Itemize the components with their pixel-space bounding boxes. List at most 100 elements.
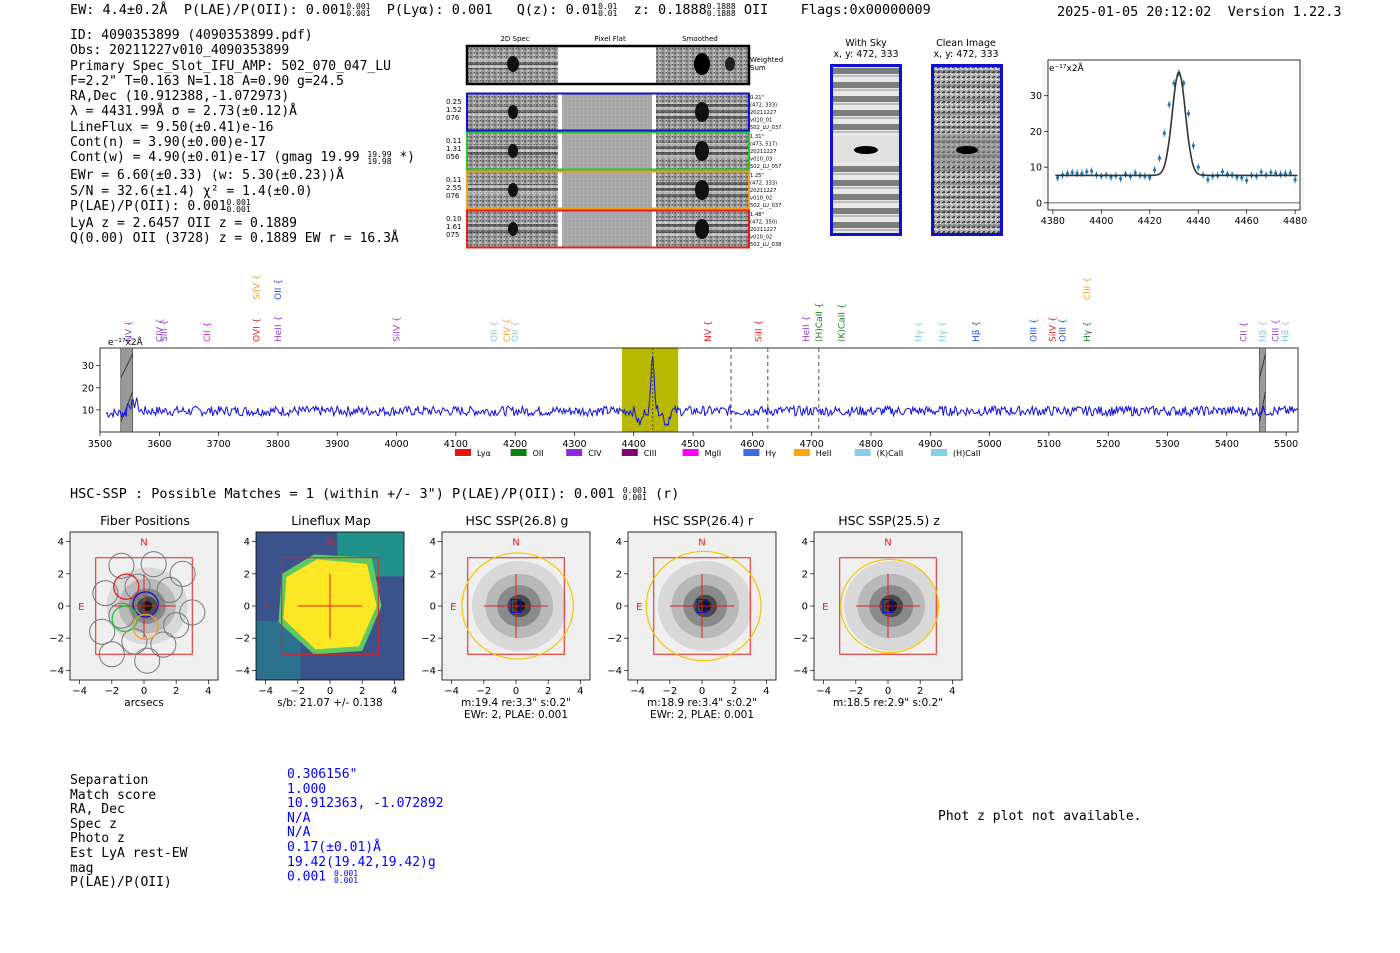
cutout-row-right-label: 0.21" (750, 95, 764, 101)
panel-ytick: −4 (421, 666, 436, 677)
header-flags: Flags:0x00000009 (800, 2, 931, 18)
north-label: N (884, 538, 891, 549)
legend-swatch (510, 449, 527, 456)
cutout-row-right-label: v010_01 (750, 118, 772, 124)
line-fit-point (1288, 171, 1292, 175)
search-box (467, 557, 565, 655)
panel-ytick: 4 (802, 537, 808, 548)
line-fit-ytick: 10 (1030, 163, 1042, 174)
legend-label: (K)CaII (877, 449, 904, 458)
line-fit-unit: e⁻¹⁷x2Å (1049, 62, 1085, 74)
fiber-circle (134, 647, 161, 674)
panel-caption: s/b: 21.07 +/- 0.138 (277, 697, 383, 709)
panel-image: N E −4 −4 −2 −2 0 0 2 2 4 4 (49, 531, 219, 697)
cutout-row-left-label: 0.11 (446, 137, 462, 145)
search-box (281, 557, 379, 655)
cutout-row-right-label: (472, 350) (750, 220, 777, 226)
line-fit-ytick: 20 (1030, 127, 1042, 138)
panel-xtick: 4 (763, 686, 769, 697)
spectral-line-label: Hγ { (914, 321, 924, 342)
line-fit-point (1085, 170, 1089, 174)
header-datetime-version: 2025-01-05 20:12:02 Version 1.22.3 (1057, 4, 1342, 20)
east-label: E (78, 602, 84, 613)
match-table-label: Separation (70, 773, 149, 788)
header-z-frac: 0.1888 0.1888 (706, 2, 736, 18)
panel-ytick: 0 (616, 602, 622, 613)
panel-ytick: 4 (58, 537, 64, 548)
search-box (653, 557, 751, 655)
match-table-label: Est LyA rest-EW (70, 845, 188, 861)
line-fit-point (1206, 178, 1210, 182)
cutout-row-left-label: 075 (446, 231, 459, 239)
line-fit-point (1191, 144, 1195, 148)
line-fit-point (1157, 156, 1162, 160)
spectrum-xtick: 4700 (800, 439, 824, 450)
panel-xtick: −2 (104, 686, 119, 697)
cutout-row-right-label: v010_02 (750, 235, 772, 241)
panel-xtick: 2 (731, 686, 737, 697)
clean-image-title: Clean Image (936, 38, 996, 49)
masked-region (1259, 347, 1266, 433)
spectral-line-label: NV { (704, 321, 714, 342)
match-table-values: 0.306156" 1.000 10.912363, -1.072892 N/A N/A… (287, 767, 444, 885)
spectrum-xtick: 3500 (88, 439, 112, 450)
legend-label: (H)CaII (953, 449, 980, 458)
spectrum-line (105, 356, 1299, 427)
spectrum-xtick: 5000 (978, 439, 1002, 450)
line-fit-point (1196, 165, 1200, 169)
east-label: E (822, 602, 828, 613)
match-box (510, 599, 522, 613)
fiber-circle (92, 580, 119, 607)
search-box (95, 557, 193, 655)
info-fiber: F=2.2" T=0.163 N=1.18 A=0.90 g=24.5 (70, 73, 344, 89)
clean-image (931, 64, 1003, 236)
spectral-line-label: HeII { (802, 316, 812, 342)
fiber-circle (163, 612, 190, 639)
info-plae: P(LAE)/P(OII): 0.0010.001 0.001 (70, 198, 251, 215)
spectral-line-label: OII { (274, 279, 284, 300)
fiber-circle (108, 602, 135, 629)
fiber-highlight-orange (132, 613, 159, 641)
line-fit-point (1133, 171, 1137, 175)
line-fit-point (1109, 175, 1113, 179)
fiber-circle (108, 552, 135, 579)
cutout-row-right-label: 20211227 (750, 227, 776, 233)
header-ew: EW: 4.4±0.2Å (70, 2, 168, 18)
header-z-line: OII (743, 2, 769, 18)
header-qz: Q(z): 0.01 (516, 2, 599, 18)
match-table-value: 1.000 (287, 781, 327, 797)
spectral-line-label: (K)CaII { (837, 303, 847, 342)
with-sky-panel: With Sky x, y: 472, 333 (826, 38, 906, 60)
panel-caption: EWr: 2, PLAE: 0.001 (463, 709, 569, 721)
fiber-circle (150, 631, 177, 658)
cutout-row-left-label: 0.11 (446, 176, 462, 184)
legend-label: CIII (644, 449, 657, 458)
panel-ytick: −2 (607, 634, 622, 645)
line-fit-point (1056, 176, 1060, 180)
east-label: E (636, 602, 642, 613)
panel-xtick: 2 (545, 686, 551, 697)
spectral-line-label: HeII { (274, 316, 284, 342)
legend-swatch (682, 449, 699, 456)
east-label: E (264, 602, 270, 613)
aperture-ellipse (645, 550, 762, 662)
panel-caption: EWr: 2, PLAE: 0.001 (649, 709, 755, 721)
panel-ytick: −2 (235, 634, 250, 645)
legend-swatch (621, 449, 638, 456)
clean-image-xy: x, y: 472, 333 (933, 49, 999, 60)
weighted-sum-row: Weighted Sum (465, 44, 783, 86)
weighted-sum-label: Weighted (750, 56, 783, 64)
cutout-svg: 2D Spec Pixel Flat Smoothed Weighted Sum… (446, 35, 783, 249)
cutout-row-left-label: 0.10 (446, 215, 462, 223)
panel-caption: arcsecs (124, 697, 164, 709)
match-table-label: mag (70, 860, 94, 876)
panel-xtick: 0 (885, 686, 891, 697)
fiber-circle (121, 628, 148, 655)
panel-title: Lineflux Map (291, 513, 371, 528)
panel-ytick: −2 (49, 634, 64, 645)
cutout-row-left-label: 2.55 (446, 184, 462, 192)
spectrum-xtick: 4800 (859, 439, 883, 450)
panel-ytick: 0 (58, 602, 64, 613)
